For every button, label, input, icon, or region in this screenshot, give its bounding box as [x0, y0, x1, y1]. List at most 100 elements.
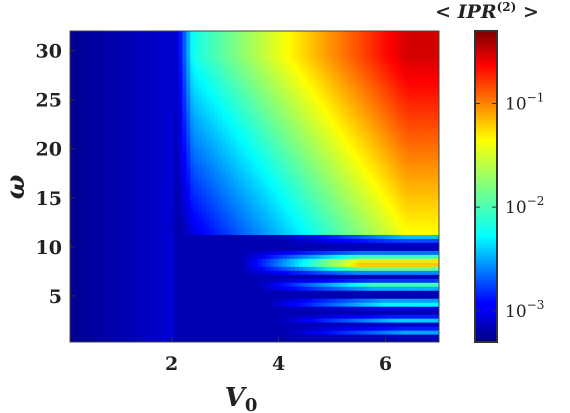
heatmap-cell: [146, 142, 151, 148]
heatmap-cell: [182, 194, 187, 200]
heatmap-cell: [126, 326, 131, 331]
heatmap-cell: [86, 66, 91, 72]
heatmap-cell: [98, 234, 103, 239]
heatmap-cell: [74, 134, 79, 140]
heatmap-cell: [174, 38, 179, 44]
heatmap-cell: [202, 302, 207, 307]
heatmap-cell: [306, 154, 312, 160]
heatmap-cell: [242, 134, 248, 140]
heatmap-cell: [70, 102, 75, 108]
heatmap-cell: [142, 114, 147, 120]
heatmap-cell: [114, 226, 119, 231]
heatmap-cell: [142, 58, 147, 64]
heatmap-cell: [274, 126, 280, 132]
heatmap-cell: [186, 322, 191, 327]
heatmap-cell: [130, 70, 135, 76]
heatmap-cell: [266, 102, 272, 108]
heatmap-cell: [70, 286, 75, 291]
heatmap-cell: [194, 110, 199, 116]
heatmap-cell: [74, 338, 79, 342]
heatmap-cell: [74, 270, 79, 275]
heatmap-cell: [110, 58, 115, 64]
heatmap-cell: [202, 246, 207, 251]
heatmap-cell: [182, 62, 187, 68]
heatmap-cell: [270, 218, 276, 223]
heatmap-cell: [174, 246, 179, 251]
heatmap-cell: [178, 230, 183, 235]
heatmap-cell: [294, 142, 300, 148]
heatmap-cell: [70, 162, 75, 168]
heatmap-cell: [182, 322, 187, 327]
heatmap-cell: [114, 310, 119, 315]
heatmap-cell: [310, 206, 316, 212]
heatmap-cell: [318, 110, 324, 116]
heatmap-cell: [174, 306, 179, 311]
heatmap-cell: [118, 230, 123, 235]
heatmap-cell: [314, 318, 320, 323]
heatmap-cell: [170, 166, 175, 172]
heatmap-cell: [310, 302, 316, 307]
heatmap-cell: [162, 266, 167, 271]
heatmap-cell: [266, 126, 272, 132]
heatmap-cell: [86, 170, 91, 176]
heatmap-cell: [118, 334, 123, 339]
heatmap-cell: [146, 158, 151, 164]
heatmap-cell: [210, 54, 215, 60]
heatmap-cell: [150, 302, 155, 307]
heatmap-cell: [182, 74, 187, 80]
heatmap-cell: [86, 278, 91, 283]
heatmap-cell: [258, 162, 264, 168]
heatmap-cell: [162, 66, 167, 72]
heatmap-cell: [174, 146, 179, 152]
heatmap-cell: [242, 62, 248, 68]
heatmap-cell: [238, 210, 244, 216]
heatmap-cell: [90, 94, 95, 100]
heatmap-cell: [194, 150, 199, 156]
heatmap-cell: [190, 258, 195, 263]
heatmap-cell: [190, 290, 195, 295]
heatmap-cell: [318, 98, 324, 104]
heatmap-cell: [222, 286, 228, 291]
heatmap-cell: [250, 218, 256, 223]
heatmap-cell: [122, 302, 127, 307]
heatmap-cell: [262, 314, 268, 319]
heatmap-cell: [278, 42, 284, 48]
heatmap-cell: [138, 118, 143, 124]
heatmap-cell: [298, 146, 304, 152]
heatmap-cell: [142, 70, 147, 76]
heatmap-cell: [102, 122, 107, 128]
heatmap-cell: [230, 182, 236, 188]
heatmap-cell: [138, 334, 143, 339]
heatmap-cell: [178, 194, 183, 200]
heatmap-cell: [118, 142, 123, 148]
heatmap-cell: [90, 110, 95, 116]
heatmap-cell: [194, 262, 199, 267]
heatmap-cell: [78, 318, 83, 323]
heatmap-cell: [250, 178, 256, 184]
heatmap-cell: [166, 262, 171, 267]
heatmap-cell: [250, 78, 256, 84]
heatmap-cell: [210, 158, 215, 164]
heatmap-cell: [234, 46, 240, 52]
heatmap-cell: [158, 238, 163, 243]
heatmap-cell: [238, 162, 244, 168]
heatmap-cell: [86, 306, 91, 311]
heatmap-cell: [150, 150, 155, 156]
heatmap-cell: [70, 278, 75, 283]
heatmap-cell: [202, 234, 207, 239]
heatmap-cell: [98, 254, 103, 259]
heatmap-cell: [298, 78, 304, 84]
heatmap-cell: [110, 74, 115, 80]
heatmap-cell: [126, 182, 131, 188]
heatmap-cell: [194, 246, 199, 251]
heatmap-cell: [82, 102, 87, 108]
heatmap-cell: [206, 238, 211, 243]
heatmap-cell: [114, 138, 119, 144]
heatmap-cell: [78, 330, 83, 335]
heatmap-cell: [266, 310, 272, 315]
heatmap-cell: [294, 314, 300, 319]
heatmap-cell: [322, 90, 328, 96]
heatmap-cell: [106, 206, 111, 212]
heatmap-cell: [158, 170, 163, 176]
heatmap-cell: [214, 254, 220, 259]
